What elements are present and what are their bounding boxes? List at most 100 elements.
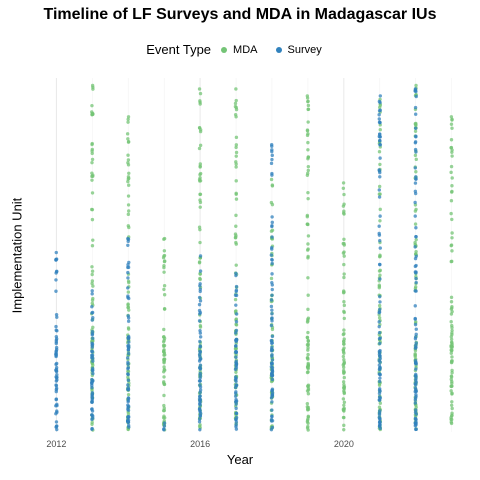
data-point-mda <box>306 276 310 280</box>
x-axis-title: Year <box>226 452 254 467</box>
data-point-survey <box>413 189 418 193</box>
data-point-survey <box>54 312 59 317</box>
data-point-survey <box>91 359 95 363</box>
data-point-survey <box>91 315 95 320</box>
data-point-survey <box>90 304 94 309</box>
data-point-survey <box>234 362 239 367</box>
data-point-survey <box>126 243 130 247</box>
data-point-mda <box>126 369 130 373</box>
data-point-survey <box>126 366 130 371</box>
data-point-mda <box>341 397 346 401</box>
data-point-survey <box>234 427 239 431</box>
data-point-survey <box>126 396 131 400</box>
data-point-survey <box>198 284 202 288</box>
data-point-mda <box>162 380 166 384</box>
data-point-survey <box>198 371 202 376</box>
data-point-mda <box>233 101 238 106</box>
data-point-survey <box>127 340 131 344</box>
data-point-mda <box>342 423 346 428</box>
data-point-survey <box>270 280 274 285</box>
data-point-mda <box>162 406 166 410</box>
data-point-survey <box>54 389 58 394</box>
data-point-survey <box>270 293 274 297</box>
data-point-survey <box>198 403 202 407</box>
data-point-survey <box>377 330 382 335</box>
data-point-mda <box>198 325 203 329</box>
data-point-mda <box>90 217 95 222</box>
data-point-survey <box>234 415 239 420</box>
data-point-survey <box>90 417 94 422</box>
data-point-survey <box>54 425 58 429</box>
data-point-survey <box>413 386 418 390</box>
data-point-survey <box>90 355 94 360</box>
data-point-mda <box>306 164 311 169</box>
data-point-mda <box>342 342 346 346</box>
data-point-survey <box>378 420 382 424</box>
data-point-survey <box>269 161 274 166</box>
data-point-survey <box>413 264 418 269</box>
data-point-mda <box>341 186 346 191</box>
data-point-mda <box>450 331 454 335</box>
data-point-survey <box>126 408 131 413</box>
data-point-mda <box>305 94 310 98</box>
data-point-mda <box>198 276 202 281</box>
data-point-survey <box>414 234 418 239</box>
data-point-mda <box>413 222 418 226</box>
data-point-mda <box>450 360 454 364</box>
data-point-survey <box>90 333 94 337</box>
data-point-survey <box>234 288 239 292</box>
data-point-mda <box>198 172 202 177</box>
data-point-survey <box>233 377 238 382</box>
data-point-survey <box>197 319 202 323</box>
data-point-survey <box>378 156 382 160</box>
data-point-survey <box>269 142 274 147</box>
data-point-survey <box>234 319 239 324</box>
data-point-survey <box>270 272 274 276</box>
data-point-survey <box>90 330 95 334</box>
data-point-mda <box>342 316 347 321</box>
data-point-survey <box>413 360 418 365</box>
data-point-survey <box>233 391 238 396</box>
data-point-mda <box>342 209 346 213</box>
data-point-mda <box>306 405 311 410</box>
data-point-mda <box>414 207 418 212</box>
data-point-survey <box>377 387 382 391</box>
data-point-mda <box>342 391 347 396</box>
data-point-survey <box>54 369 59 374</box>
data-point-mda <box>198 272 203 276</box>
data-point-survey <box>378 409 382 413</box>
data-point-survey <box>270 400 274 404</box>
data-point-mda <box>413 153 418 158</box>
data-point-survey <box>54 334 59 339</box>
data-point-survey <box>270 153 274 158</box>
data-point-mda <box>342 300 346 304</box>
data-point-mda <box>90 83 95 88</box>
legend-item-mda: MDA <box>221 44 258 56</box>
data-point-survey <box>270 308 274 312</box>
data-point-survey <box>162 427 166 431</box>
data-point-mda <box>342 202 346 206</box>
legend-label-survey: Survey <box>287 43 322 56</box>
data-point-mda <box>233 297 238 302</box>
data-point-mda <box>234 98 238 103</box>
data-point-survey <box>414 276 418 281</box>
data-point-survey <box>126 316 131 320</box>
data-point-mda <box>234 115 238 119</box>
data-point-mda <box>377 316 382 320</box>
data-point-survey <box>198 383 202 387</box>
data-point-mda <box>126 115 131 119</box>
data-point-mda <box>342 387 346 391</box>
data-point-mda <box>198 205 202 209</box>
data-point-survey <box>413 289 417 293</box>
data-point-mda <box>450 231 454 235</box>
data-point-mda <box>342 303 347 308</box>
data-point-mda <box>126 183 131 187</box>
chart-title: Timeline of LF Surveys and MDA in Madaga… <box>43 6 437 23</box>
data-point-survey <box>55 315 59 319</box>
data-point-mda <box>126 203 131 207</box>
data-point-mda <box>161 343 166 347</box>
data-point-mda <box>127 176 131 181</box>
data-point-survey <box>162 421 167 425</box>
data-point-mda <box>305 418 310 423</box>
data-point-survey <box>414 94 418 99</box>
